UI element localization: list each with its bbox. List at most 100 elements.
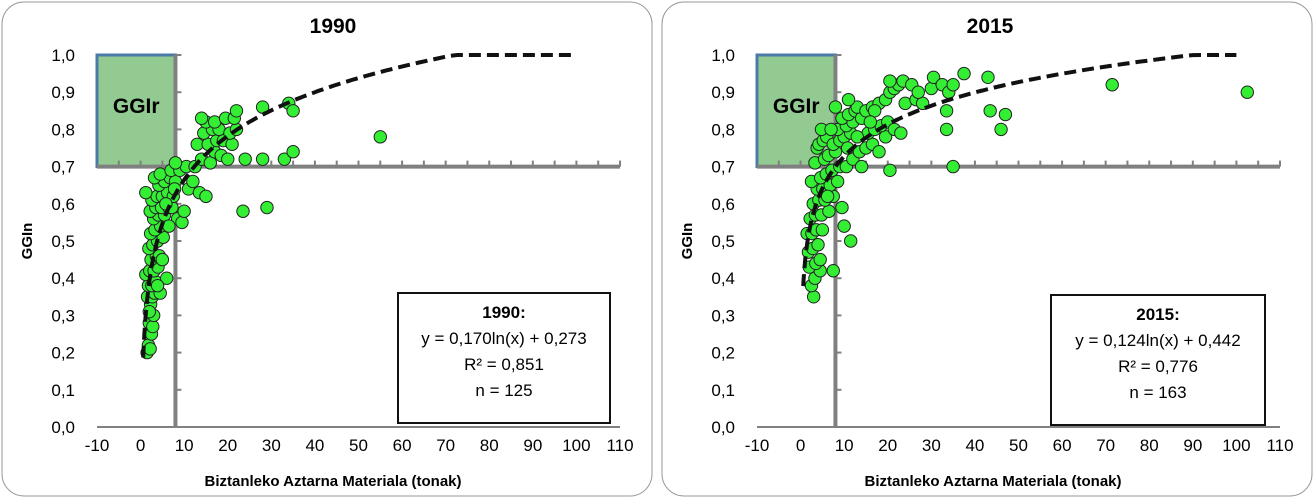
data-point [229, 104, 244, 118]
data-point [994, 122, 1008, 137]
x-tick-label: 100 [562, 436, 590, 455]
x-tick-label: 0 [796, 436, 805, 455]
y-tick-label: 0,0 [711, 418, 735, 437]
y-axis-label: GGIn [19, 223, 36, 260]
data-point [863, 115, 878, 129]
data-point [826, 264, 840, 278]
annotation-heading: 1990: [482, 303, 525, 322]
annotation-line: n = 163 [1129, 383, 1186, 402]
data-point [177, 204, 191, 218]
x-tick-label: 20 [878, 436, 897, 455]
data-point [894, 126, 908, 140]
data-point [238, 152, 252, 166]
annotation-line: R² = 0,776 [1118, 357, 1198, 376]
y-tick-label: 0,5 [711, 232, 735, 251]
data-point [277, 152, 292, 166]
trendline-log-fit [141, 53, 577, 358]
y-tick-label: 0,0 [51, 418, 75, 437]
data-point [146, 319, 160, 334]
data-point [828, 100, 843, 114]
chart-panel-2015: 2015 GGIr -10 0 10 20 30 40 50 60 70 80 90 100 110 0,0 0… [660, 0, 1314, 499]
y-tick-label: 0,9 [711, 83, 735, 102]
data-point [373, 130, 387, 144]
x-tick-label: 20 [218, 436, 237, 455]
y-tick-label: 0,5 [51, 232, 75, 251]
x-tick-label: 110 [606, 436, 633, 455]
y-tick-label: 0,3 [711, 306, 735, 325]
y-tick-label: 0,8 [711, 120, 735, 139]
x-tick-label: 30 [262, 436, 281, 455]
x-tick-label: 50 [349, 436, 368, 455]
data-point [981, 70, 995, 85]
data-point [822, 204, 836, 218]
y-tick-label: 1,0 [51, 46, 75, 65]
data-point [983, 104, 997, 118]
data-point [837, 219, 851, 233]
y-axis-label: GGIn [679, 223, 696, 260]
y-tick-label: 0,4 [51, 269, 75, 288]
y-tick-label: 0,1 [711, 381, 735, 400]
y-tick-label: 0,9 [51, 83, 75, 102]
data-point [225, 137, 239, 151]
data-point [957, 66, 971, 81]
data-point [186, 174, 200, 189]
annotation-line: y = 0,170ln(x) + 0,273 [421, 329, 586, 348]
y-tick-label: 0,6 [711, 195, 735, 214]
x-tick-label: 30 [922, 436, 941, 455]
chart-panel-1990: 1990 GGIr -10 0 10 20 30 40 50 60 70 80 90 100 110 0,0 0… [0, 0, 654, 499]
x-tick-label: 90 [1183, 436, 1202, 455]
x-tick-label: 50 [1009, 436, 1028, 455]
data-point [139, 185, 153, 200]
x-tick-label: 110 [1266, 436, 1293, 455]
data-point [199, 189, 213, 204]
data-point [811, 238, 825, 252]
data-point [998, 107, 1013, 122]
y-tick-label: 0,2 [711, 344, 735, 363]
data-point [255, 152, 270, 166]
annotation-box [1050, 294, 1266, 426]
data-point [175, 215, 189, 230]
annotation-line: n = 125 [475, 381, 532, 400]
x-tick-label: 90 [523, 436, 542, 455]
data-point [806, 290, 821, 304]
x-tick-label: 70 [436, 436, 455, 455]
x-tick-label: 100 [1222, 436, 1250, 455]
y-tick-label: 0,1 [51, 381, 75, 400]
x-tick-label: 80 [480, 436, 499, 455]
data-point [844, 234, 858, 248]
x-axis-label: Biztanleko Aztarna Materiala (tonak) [205, 473, 462, 490]
x-tick-label: -10 [85, 436, 110, 455]
data-point [854, 159, 869, 174]
data-point [911, 85, 925, 99]
ggir-region [95, 53, 177, 169]
data-point [286, 104, 300, 118]
data-point [946, 159, 960, 174]
y-tick-label: 0,8 [51, 120, 75, 139]
data-point [150, 278, 165, 293]
data-point [236, 204, 250, 218]
ggir-region-label: GGIr [773, 95, 820, 118]
data-point [168, 156, 183, 170]
data-point [286, 145, 300, 159]
annotation-line: R² = 0,851 [464, 355, 544, 374]
data-point [939, 122, 954, 137]
data-point [841, 92, 856, 107]
trendline-log-fit [801, 53, 1237, 287]
data-point [867, 104, 882, 118]
data-point [872, 145, 886, 159]
x-tick-label: 80 [1140, 436, 1159, 455]
data-point [820, 189, 835, 204]
y-tick-label: 0,3 [51, 306, 75, 325]
data-point [883, 74, 897, 88]
data-point [883, 163, 897, 178]
y-tick-label: 0,4 [711, 269, 735, 288]
data-point [203, 156, 218, 170]
annotation-box [397, 292, 611, 424]
x-tick-label: 60 [1053, 436, 1072, 455]
data-point [1240, 85, 1255, 99]
data-point [835, 200, 849, 215]
x-tick-label: 60 [393, 436, 412, 455]
x-tick-label: -10 [745, 436, 770, 455]
scatter-chart-2015: 2015 GGIr -10 0 10 20 30 40 50 60 70 80 90 100 110 0,0 0… [661, 1, 1313, 497]
x-tick-label: 10 [835, 436, 854, 455]
